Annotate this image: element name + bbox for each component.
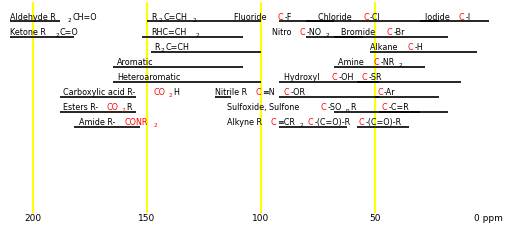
Text: C: C (255, 88, 261, 97)
Text: -Br: -Br (393, 28, 405, 37)
Text: C: C (459, 13, 464, 22)
Text: RHC=CH: RHC=CH (152, 28, 187, 37)
Text: C=CH: C=CH (165, 43, 189, 52)
Text: Nitro: Nitro (272, 28, 294, 37)
Text: 2: 2 (196, 33, 199, 38)
Text: C: C (359, 118, 365, 127)
Text: -OR: -OR (291, 88, 306, 97)
Text: R: R (154, 43, 159, 52)
Text: C: C (387, 28, 392, 37)
Text: -H: -H (415, 43, 423, 52)
Text: 2: 2 (158, 18, 162, 23)
Text: 2: 2 (398, 63, 402, 68)
Text: Nitrile R: Nitrile R (215, 88, 247, 97)
Text: Ketone R: Ketone R (10, 28, 46, 37)
Text: Aldehyde R: Aldehyde R (10, 13, 56, 22)
Text: C: C (408, 43, 413, 52)
Text: Chloride: Chloride (318, 13, 354, 22)
Text: 2: 2 (55, 33, 59, 38)
Text: 2: 2 (122, 108, 125, 113)
Text: -NO: -NO (307, 28, 322, 37)
Text: Hydroxyl: Hydroxyl (284, 73, 322, 82)
Text: R: R (126, 103, 132, 112)
Text: C: C (374, 58, 379, 67)
Text: -Cl: -Cl (370, 13, 381, 22)
Text: Alkane: Alkane (370, 43, 400, 52)
Text: ≡CR: ≡CR (278, 118, 295, 127)
Text: 2: 2 (168, 93, 172, 98)
Text: -Ar: -Ar (384, 88, 396, 97)
Text: C: C (363, 13, 369, 22)
Text: Bromide: Bromide (340, 28, 377, 37)
Text: C=CH: C=CH (163, 13, 187, 22)
Text: 2: 2 (154, 123, 157, 128)
Text: -(C=O)-R: -(C=O)-R (366, 118, 402, 127)
Text: Amide R-: Amide R- (78, 118, 115, 127)
Text: H: H (173, 88, 179, 97)
Text: C: C (331, 73, 337, 82)
Text: Aromatic: Aromatic (117, 58, 154, 67)
Text: C: C (377, 88, 382, 97)
Text: CO: CO (153, 88, 165, 97)
Text: C=O: C=O (60, 28, 78, 37)
Text: C: C (270, 118, 276, 127)
Text: -SO: -SO (327, 103, 342, 112)
Text: Alkyne R: Alkyne R (227, 118, 262, 127)
Text: CONR: CONR (124, 118, 147, 127)
Text: CO: CO (107, 103, 119, 112)
Text: R: R (152, 13, 157, 22)
Text: C: C (381, 103, 387, 112)
Text: Fluoride: Fluoride (233, 13, 268, 22)
Text: -SR: -SR (368, 73, 381, 82)
Text: 2: 2 (161, 48, 164, 53)
Text: -OH: -OH (338, 73, 354, 82)
Text: C: C (300, 28, 305, 37)
Text: Sulfoxide, Sulfone: Sulfoxide, Sulfone (227, 103, 302, 112)
Text: -(C=O)-R: -(C=O)-R (315, 118, 351, 127)
Text: Heteroaromatic: Heteroaromatic (117, 73, 181, 82)
Text: Carboxylic acid R-: Carboxylic acid R- (62, 88, 135, 97)
Text: Esters R-: Esters R- (62, 103, 98, 112)
Text: -C=R: -C=R (389, 103, 410, 112)
Text: 2: 2 (68, 18, 71, 23)
Text: C: C (278, 13, 283, 22)
Text: C: C (308, 118, 313, 127)
Text: C: C (320, 103, 326, 112)
Text: ≡N: ≡N (263, 88, 275, 97)
Text: 2: 2 (193, 18, 197, 23)
Text: C: C (361, 73, 367, 82)
Text: C: C (284, 88, 289, 97)
Text: CH=O: CH=O (72, 13, 97, 22)
Text: R: R (350, 103, 355, 112)
Text: 2: 2 (300, 123, 304, 128)
Text: Amine: Amine (338, 58, 367, 67)
Text: -I: -I (466, 13, 471, 22)
Text: 2: 2 (326, 33, 330, 38)
Text: -NR: -NR (381, 58, 395, 67)
Text: Iodide: Iodide (425, 13, 452, 22)
Text: n: n (345, 108, 349, 113)
Text: -F: -F (284, 13, 292, 22)
